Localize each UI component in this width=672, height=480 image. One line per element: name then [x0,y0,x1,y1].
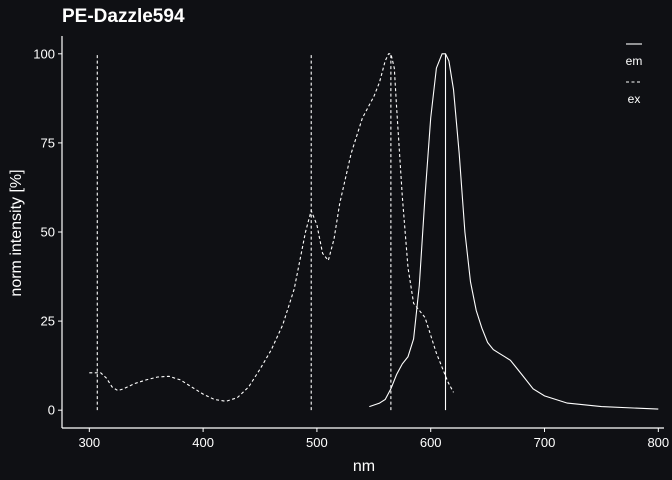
legend-label-em: em [626,54,643,68]
x-tick-label: 700 [534,435,556,450]
series-line-em [369,53,659,410]
chart-title: PE-Dazzle594 [62,6,185,27]
y-axis-label: norm intensity [%] [8,169,25,296]
y-tick-label: 0 [48,403,55,418]
x-tick-label: 500 [306,435,328,450]
x-tick-label: 400 [192,435,214,450]
y-tick-label: 50 [41,225,55,240]
x-tick-label: 600 [420,435,442,450]
y-tick-label: 100 [33,46,55,61]
legend-label-ex: ex [628,92,641,106]
legend: em ex [626,43,643,106]
x-tick-label: 300 [78,435,100,450]
y-tick-label: 75 [41,135,55,150]
x-axis-label: nm [353,458,375,475]
series-layer [89,53,659,411]
y-ticks: 0 25 50 75 100 [33,46,62,418]
x-tick-label: 800 [647,435,669,450]
y-tick-label: 25 [41,314,55,329]
x-ticks: 300 400 500 600 700 800 [78,428,669,450]
